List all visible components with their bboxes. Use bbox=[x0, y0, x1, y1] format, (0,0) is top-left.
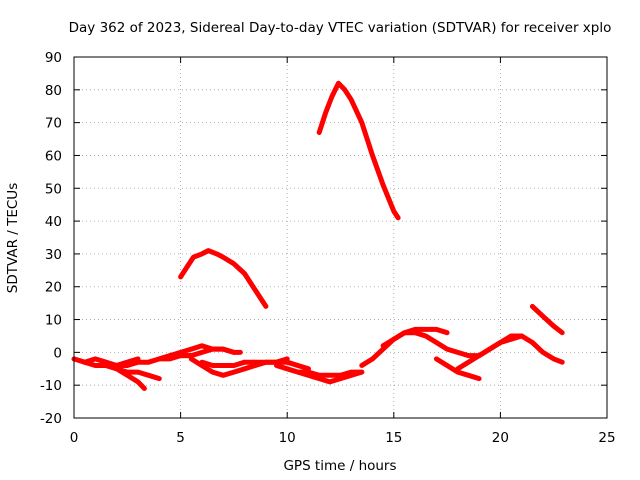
series-arc-14 bbox=[380, 330, 482, 359]
x-tick-label: 10 bbox=[279, 430, 296, 446]
chart-title: Day 362 of 2023, Sidereal Day-to-day VTE… bbox=[69, 20, 612, 36]
y-tick-label: 60 bbox=[45, 148, 62, 164]
y-tick-label: 40 bbox=[45, 214, 62, 230]
axis-ticks bbox=[73, 56, 608, 419]
y-axis-label: SDTVAR / TECUs bbox=[5, 183, 21, 293]
series-arc-9 bbox=[178, 248, 269, 309]
y-tick-label: -20 bbox=[40, 411, 62, 427]
x-tick-label: 20 bbox=[492, 430, 509, 446]
series-arc-12 bbox=[316, 80, 401, 221]
series-arc-18 bbox=[529, 303, 565, 336]
y-tick-label: 0 bbox=[53, 345, 62, 361]
y-tick-label: 50 bbox=[45, 181, 62, 197]
x-tick-label: 25 bbox=[598, 430, 615, 446]
series-arc-15 bbox=[433, 356, 482, 382]
grid-lines bbox=[74, 57, 607, 418]
series-arc-16 bbox=[455, 333, 565, 372]
x-tick-label: 5 bbox=[176, 430, 185, 446]
y-tick-label: 10 bbox=[45, 313, 62, 329]
x-tick-label: 0 bbox=[70, 430, 79, 446]
series-arc-17 bbox=[476, 333, 525, 359]
plot-frame bbox=[73, 56, 608, 419]
y-tick-label: 80 bbox=[45, 83, 62, 99]
tick-labels: 0 5 10 15 20 25 -20 -10 0 10 20 30 40 50 60 70 80 90 bbox=[40, 50, 616, 446]
series-arc-10 bbox=[274, 363, 365, 378]
series-arc-11 bbox=[295, 369, 365, 385]
series-arc-3 bbox=[103, 363, 162, 382]
series-arc-8 bbox=[199, 359, 311, 372]
y-tick-label: 30 bbox=[45, 247, 62, 263]
y-tick-label: 20 bbox=[45, 280, 62, 296]
y-tick-label: -10 bbox=[40, 378, 62, 394]
series-arc-6 bbox=[167, 346, 237, 359]
x-axis-label: GPS time / hours bbox=[283, 458, 396, 474]
y-tick-label: 70 bbox=[45, 116, 62, 132]
data-series bbox=[71, 80, 565, 391]
x-tick-label: 15 bbox=[385, 430, 402, 446]
y-tick-label: 90 bbox=[45, 50, 62, 66]
